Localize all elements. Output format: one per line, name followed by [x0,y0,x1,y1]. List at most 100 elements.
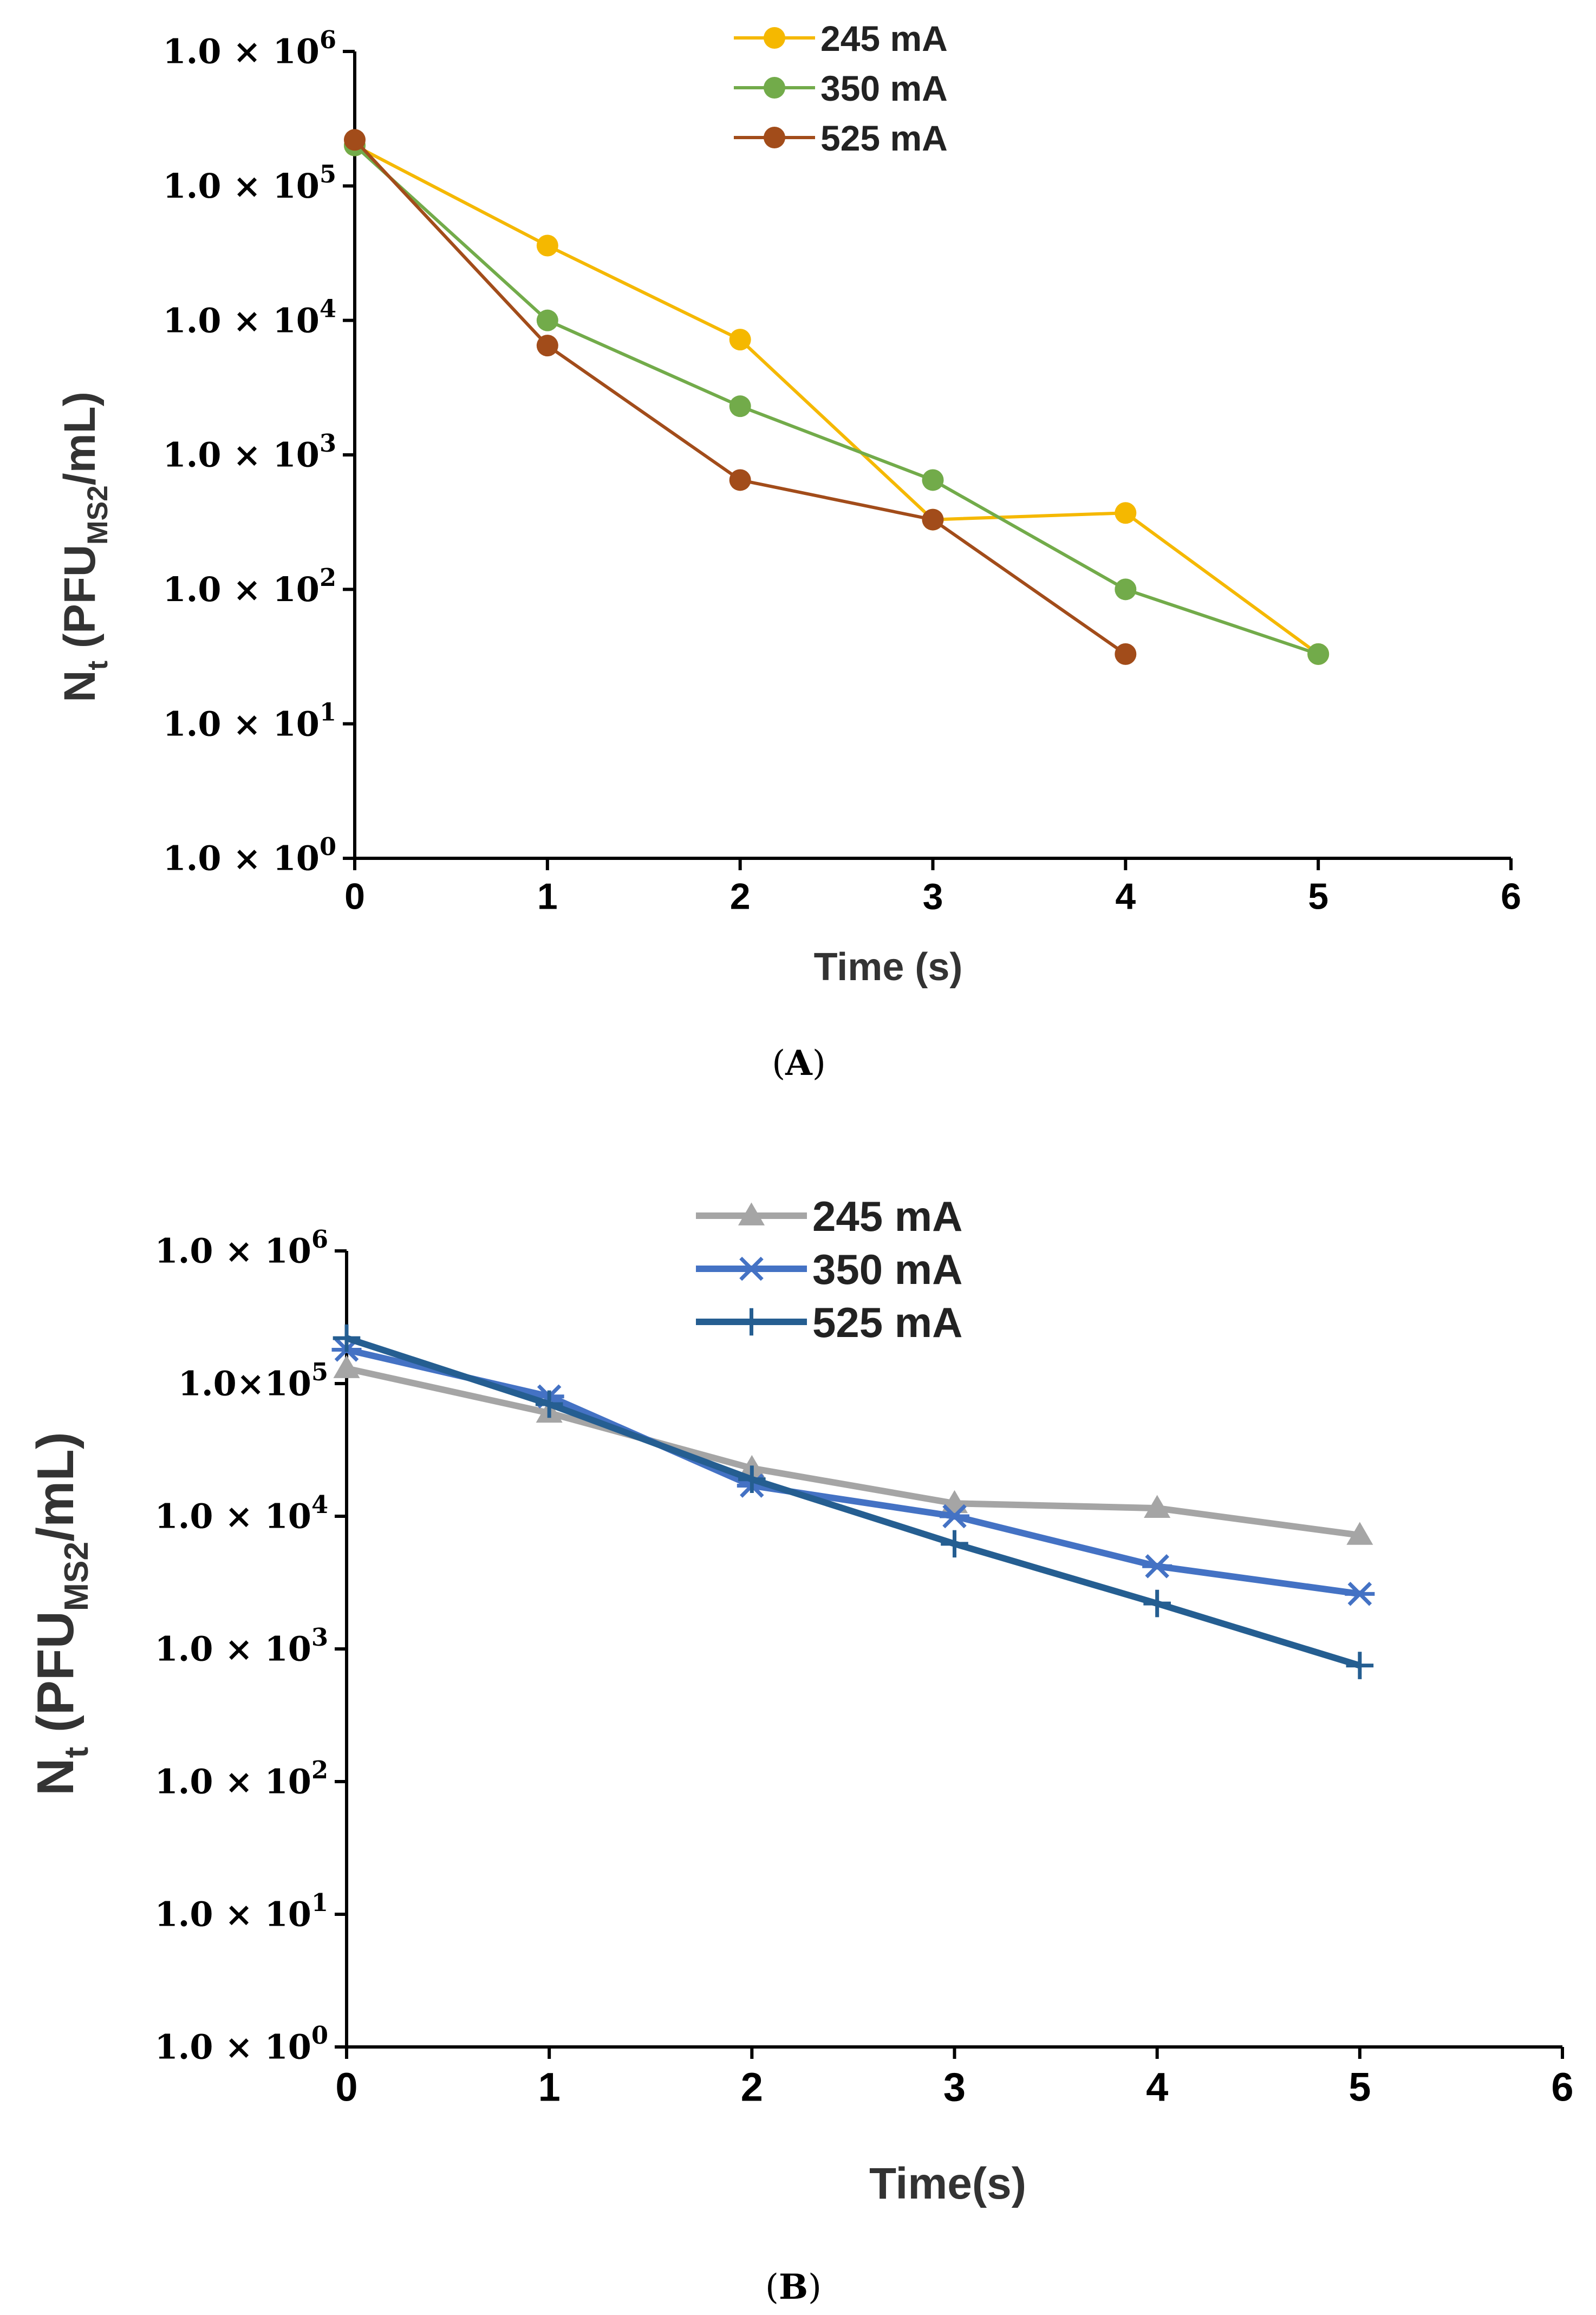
y-tick-label-exponent: 1 [311,1888,328,1917]
data-point [1345,1582,1375,1606]
legend-marker [764,77,785,99]
data-point [738,1465,766,1494]
data-point [1142,1554,1172,1579]
panel-label-paren: ) [812,1044,826,1084]
legend-marker [738,1202,765,1225]
y-tick-label-exponent: 2 [311,1756,328,1784]
legend-label: 245 mA [812,1192,963,1240]
x-tick-label: 0 [344,876,365,917]
panel-label: (B) [765,2267,822,2307]
data-point [1346,1652,1374,1679]
data-point [1144,1495,1171,1518]
legend-marker [764,127,785,148]
y-tick-label: 1.0×105 [178,1358,328,1404]
legend-label: 525 mA [812,1299,963,1346]
y-axis-title-unit: /mL) [55,392,105,485]
legend-item: 525 mA [696,1299,963,1346]
y-tick-label-exponent: 4 [320,294,336,323]
data-point [729,469,751,491]
y-tick-label-exponent: 0 [320,832,336,861]
y-tick-label-exponent: 5 [320,160,336,188]
x-tick-label: 6 [1501,876,1521,917]
data-point [333,1355,360,1378]
y-axis-title: Nt (PFUMS2/mL) [27,1432,95,1796]
series-line [353,144,1319,656]
x-tick-label: 2 [741,2065,763,2110]
data-point [333,1324,361,1352]
panel-label-letter: B [779,2267,808,2307]
series-line [354,144,1319,656]
x-tick-label: 5 [1349,2065,1371,2110]
data-point [536,309,558,331]
data-point [1115,643,1137,665]
y-tick-label-exponent: 6 [320,25,336,54]
legend-marker [764,27,785,49]
data-point [1115,502,1137,524]
x-tick-label: 2 [730,876,751,917]
data-point [1115,578,1137,601]
data-point [729,395,751,418]
y-axis-title-subscript: t [82,661,114,670]
legend-label: 350 mA [812,1245,963,1293]
legend-marker [738,1308,765,1336]
legend-item: 245 mA [734,18,948,58]
y-tick-label-exponent: 4 [311,1490,328,1519]
y-tick-label: 1.0 × 103 [155,1623,328,1669]
y-tick-label-base: 1.0 × 10 [163,301,320,340]
x-tick-label: 4 [1146,2065,1168,2110]
y-tick-label-base: 1.0 × 10 [155,1895,311,1934]
y-axis-title-subscript: MS2 [82,485,114,545]
legend-item: 525 mA [734,118,948,158]
series-line [346,1335,1361,1669]
y-axis-title-unit: (PFU [27,1611,84,1747]
y-tick-label: 1.0 × 100 [163,832,336,878]
y-tick-label: 1.0 × 102 [163,563,336,609]
data-point [922,508,944,531]
legend-item: 245 mA [696,1192,963,1240]
y-tick-label: 1.0 × 103 [163,429,336,475]
y-tick-label: 1.0 × 106 [163,25,336,71]
y-tick-label-exponent: 1 [320,697,336,726]
data-point [941,1530,968,1558]
data-point [1346,1522,1373,1545]
y-tick-label: 1.0 × 101 [163,697,336,744]
panel-label: (A) [772,1043,826,1084]
legend-item: 350 mA [734,68,948,108]
y-tick-label: 1.0 × 104 [155,1490,328,1536]
series-525-ma [333,1324,1374,1679]
x-tick-label: 6 [1551,2065,1573,2110]
y-axis-title-main: N [27,1758,84,1796]
panel-label-paren: ) [808,2267,822,2307]
y-tick-label: 1.0 × 100 [155,2021,328,2067]
legend-label: 245 mA [820,18,948,58]
y-tick-label-base: 1.0 × 10 [155,2027,311,2067]
x-axis-title: Time(s) [869,2159,1026,2208]
y-tick-label: 1.0 × 106 [155,1225,328,1271]
panel-label-letter: A [785,1043,813,1084]
y-axis-title-main: N [55,670,105,702]
y-tick-label-base: 1.0 × 10 [163,166,320,206]
y-tick-label: 1.0 × 105 [163,160,336,206]
x-tick-label: 5 [1308,876,1328,917]
data-point [940,1504,969,1529]
y-axis-title-unit: (PFU [55,545,105,661]
y-tick-label-exponent: 2 [320,563,336,592]
y-tick-label-base: 1.0 × 10 [155,1497,311,1536]
y-tick-label-base: 1.0 × 10 [163,704,320,744]
y-tick-label-exponent: 6 [311,1225,328,1254]
x-tick-label: 1 [538,2065,561,2110]
y-tick-label-base: 1.0 × 10 [163,435,320,475]
x-tick-label: 4 [1115,876,1136,917]
data-point [729,329,751,351]
y-tick-label-exponent: 5 [311,1358,328,1386]
data-point [1307,643,1330,665]
y-axis-title: Nt (PFUMS2/mL) [55,392,114,702]
legend-label: 350 mA [820,68,948,108]
y-tick-label-base: 1.0 × 10 [155,1629,311,1669]
y-axis-title-unit: /mL) [27,1432,84,1542]
data-point [1143,1589,1171,1618]
